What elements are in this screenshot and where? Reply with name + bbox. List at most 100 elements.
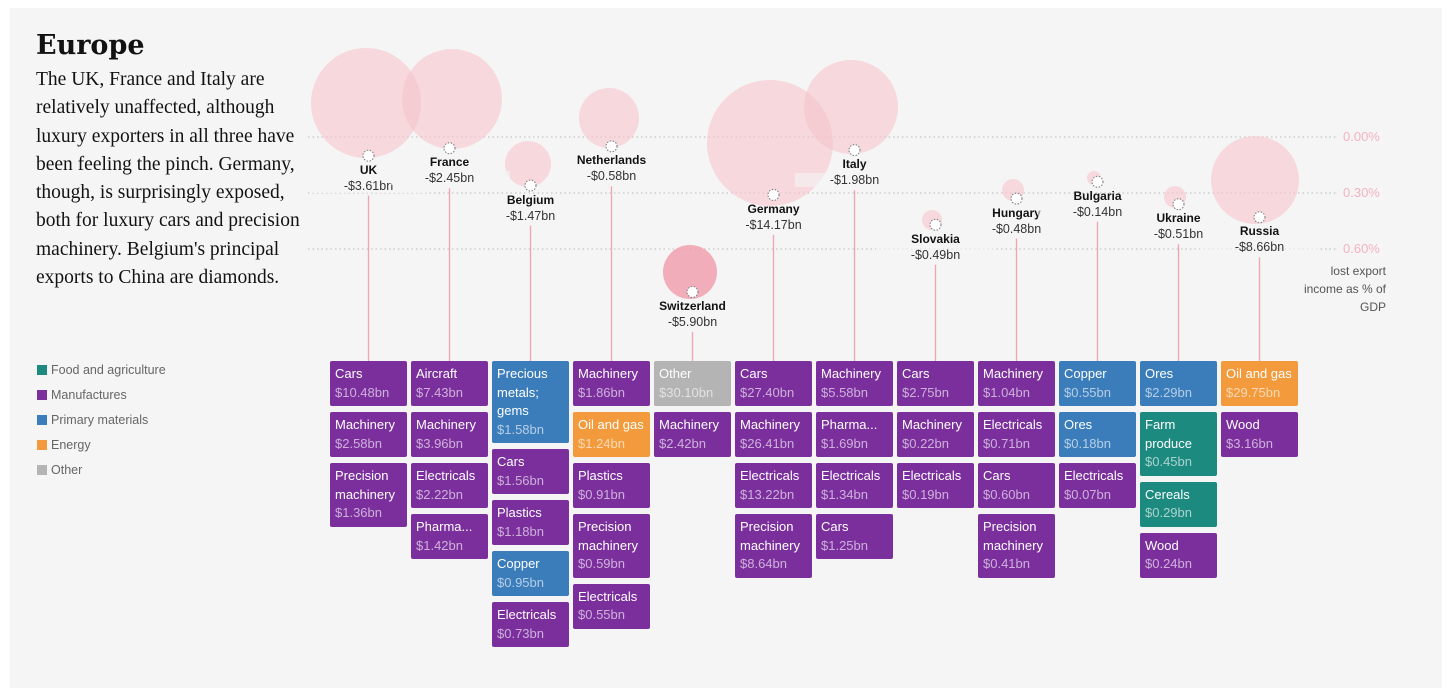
export-value: $0.18bn [1064,435,1111,451]
export-value: $0.55bn [578,607,625,622]
legend-swatch [37,390,47,400]
export-box: Ores $0.18bn [1059,412,1136,457]
export-box: Copper $0.95bn [492,551,569,596]
title: Europe [36,30,145,61]
legend-item: Energy [37,438,91,452]
export-box: Electricals $0.19bn [897,463,974,508]
country-name: Hungary [992,205,1041,220]
export-box: Machinery $2.42bn [654,412,731,457]
export-column: Precious metals; gems $1.58bn Cars $1.56bn P… [492,361,569,647]
export-box: Machinery $5.58bn [816,361,893,406]
export-name: Electricals [740,468,800,483]
export-box: Machinery $1.86bn [573,361,650,406]
export-box: Machinery $26.41bn [735,412,812,457]
export-value: $30.10bn [659,384,714,400]
export-name: Cars [497,454,525,469]
export-name: Cars [335,366,363,381]
country-name: Germany [747,201,800,216]
export-name: Pharma... [416,519,473,534]
legend-label: Other [51,463,83,477]
gdp-dot [524,179,537,192]
export-name: Wood [1145,537,1179,553]
export-value: $0.91bn [578,486,625,502]
export-box: Aircraft $7.43bn [411,361,488,406]
export-box: Electricals $2.22bn [411,463,488,508]
export-value: $0.22bn [902,435,949,451]
export-box: Wood $3.16bn [1221,412,1298,457]
gdp-dot [605,140,618,153]
export-value: $2.22bn [416,486,463,502]
export-value: $1.56bn [497,472,544,488]
export-value: $1.25bn [821,537,868,553]
gdp-dot [848,144,861,157]
export-box: Plastics $0.91bn [573,463,650,508]
export-value: $1.34bn [821,486,868,502]
export-name: Cars [740,366,768,381]
legend-label: Energy [51,438,91,452]
export-name: Electricals [983,417,1043,432]
export-box: Cereals $0.29bn [1140,481,1217,527]
export-name: Wood [1226,417,1260,432]
export-name: Electricals [821,468,881,483]
country-name: France [429,155,470,170]
export-name: Machinery [416,417,476,432]
export-name: Copper [497,556,540,571]
export-name: Cars [902,366,930,381]
export-value: $3.96bn [416,435,463,451]
export-box: Precision machinery $8.64bn [735,514,812,578]
export-name: Other [659,366,692,381]
export-name: Precision machinery [983,519,1043,553]
country-loss: -$8.66bn [1199,240,1320,255]
legend-swatch [37,365,47,375]
export-box: Electricals $0.73bn [492,602,569,647]
bubble [1211,136,1299,224]
export-name: Machinery [578,366,638,381]
export-value: $0.73bn [497,625,544,641]
legend-item: Other [37,463,82,477]
export-box: Cars $2.75bn [897,361,974,406]
scale-tick-label: 0.60% [1343,241,1380,256]
export-name: Plastics [578,468,623,483]
export-name: Electricals [497,607,557,622]
bubble [579,88,639,148]
export-box: Copper $0.55bn [1059,361,1136,406]
export-box: Cars $0.60bn [978,463,1055,508]
export-name: Machinery [983,366,1043,381]
export-box: Machinery $2.58bn [330,412,407,457]
export-value: $0.95bn [497,574,544,590]
export-box: Pharma... $1.42bn [411,514,488,559]
export-value: $1.04bn [983,384,1030,400]
export-name: Electricals [1064,468,1124,483]
export-name: Oil and gas [578,417,644,432]
country-name: UK [359,162,378,177]
scale-tick-label: 0.00% [1343,129,1380,144]
export-value: $13.22bn [740,486,795,502]
export-column: Machinery $1.86bn Oil and gas $1.24bn Plasti… [573,361,650,629]
export-name: Electricals [902,468,962,483]
scale-label: lost export income as % of GDP [1303,264,1386,314]
bubble [804,60,898,154]
export-box: Cars $1.25bn [816,514,893,559]
gdp-dot [1091,175,1104,188]
export-name: Farm produce [1145,417,1192,451]
export-box: Cars $10.48bn [330,361,407,406]
export-box: Electricals $13.22bn [735,463,812,508]
export-name: Precious metals; gems [497,366,548,418]
gdp-dot [362,149,375,162]
legend-label: Manufactures [51,388,127,402]
legend-item: Manufactures [37,388,127,402]
export-value: $5.58bn [821,384,868,400]
country-loss: -$0.48bn [956,221,1077,236]
export-name: Precision machinery [335,468,395,502]
country-loss: -$2.45bn [389,171,510,186]
export-column: Machinery $1.04bn Electricals $0.71bn Cars $0… [978,361,1055,578]
export-value: $0.55bn [1064,384,1111,400]
export-name: Ores [1064,417,1093,432]
export-value: $3.16bn [1226,435,1273,451]
bubble [402,49,502,149]
export-name: Machinery [335,417,395,432]
scale-tick-label: 0.30% [1343,185,1380,200]
export-box: Cars $27.40bn [735,361,812,406]
bubble [505,141,551,187]
